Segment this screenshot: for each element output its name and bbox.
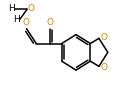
Text: O: O xyxy=(28,4,35,13)
Text: O: O xyxy=(23,18,30,27)
Text: O: O xyxy=(47,18,54,27)
Text: H: H xyxy=(8,4,15,13)
Text: O: O xyxy=(100,63,107,72)
Text: O: O xyxy=(100,33,107,42)
Text: H: H xyxy=(13,15,20,24)
